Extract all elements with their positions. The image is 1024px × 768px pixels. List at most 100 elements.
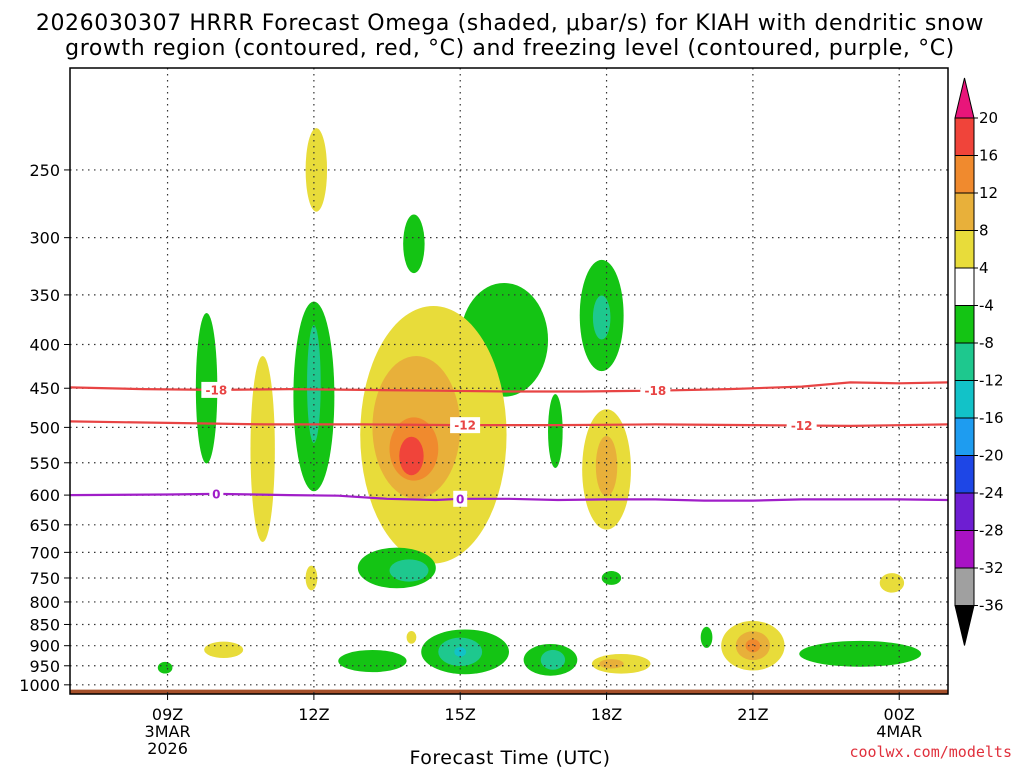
colorbar-label-1: 16 [979,147,998,165]
colorbar: 20 16 12 8 4 -4 -8 -12 -16 -20 -24 -28 -32 -36 [954,77,1004,646]
colorbar-label-0: 20 [979,109,998,127]
omega-region-30 [540,649,566,670]
y-tick-label-500: 500 [29,418,60,437]
y-axis-ticks: 250 300 350 400 450 500 550 600 650 700 750 800 850 9… [19,161,70,695]
omega-region-1 [403,214,425,274]
colorbar-swatch-13 [954,567,975,606]
omega-region-35 [204,641,244,658]
contour-label-bg-1-0 [450,417,481,434]
omega-region-9 [250,356,275,543]
grid-lines [70,68,948,694]
x-tick-label-9: 09Z [152,705,183,724]
y-tick-label-250: 250 [29,161,60,180]
x-tick-label-24: 00Z [884,705,915,724]
y-tick-label-600: 600 [29,486,60,505]
site-credit: coolwx.com/modelts [849,743,1012,761]
ground-layer [70,689,948,694]
contour-label-2-0: 0 [212,487,220,501]
y-tick-label-450: 450 [29,379,60,398]
chart-title-line-2: growth region (contoured, red, °C) and f… [65,36,955,61]
x-tick-date-24: 4MAR [876,722,922,741]
omega-region-28 [454,646,467,657]
colorbar-swatch-4 [954,230,975,269]
y-tick-label-800: 800 [29,593,60,612]
omega-region-17 [389,559,429,582]
omega-region-21 [700,626,713,648]
x-tick-label-21: 21Z [737,705,768,724]
omega-region-36 [157,661,173,674]
contour-label-0-1: -18 [644,384,666,398]
contour-lines-layer: -18 -18 -12 -12 0 0 [70,381,948,507]
contour-label-1-0: -12 [454,419,476,433]
plot-frame [69,67,949,695]
omega-region-5 [548,394,563,468]
y-tick-label-850: 850 [29,615,60,634]
omega-region-13 [399,436,424,476]
colorbar-label-3: 8 [979,222,989,240]
contour-label-bg-0-1 [640,382,671,399]
x-tick-date-9: 3MAR [145,722,191,741]
colorbar-label-6: -8 [979,334,994,352]
colorbar-swatch-1 [954,117,975,156]
ground-strip [70,689,948,694]
colorbar-label-9: -20 [979,447,1004,465]
colorbar-label-11: -28 [979,522,1004,540]
omega-region-34 [406,631,417,644]
omega-region-7 [307,325,321,444]
omega-region-24 [745,639,761,653]
colorbar-top-arrow [954,77,975,119]
x-axis-label: Forecast Time (UTC) [410,747,611,768]
y-tick-label-950: 950 [29,657,60,676]
colorbar-label-8: -16 [979,409,1004,427]
contour-label-bg-1-1 [786,417,817,434]
contour-line-2 [70,492,948,502]
omega-region-4 [592,295,611,340]
colorbar-label-10: -24 [979,484,1004,502]
chart-title-line-1: 2026030307 HRRR Forecast Omega (shaded, … [36,11,984,36]
colorbar-swatch-3 [954,192,975,231]
contour-label-bg-0-0 [201,381,232,398]
colorbar-swatch-11 [954,492,975,531]
colorbar-swatch-5 [954,267,975,306]
omega-region-15 [595,435,618,497]
x-tick-label-12: 12Z [298,705,329,724]
colorbar-label-12: -32 [979,559,1004,577]
y-tick-label-550: 550 [29,454,60,473]
omega-region-31 [338,649,407,673]
colorbar-swatch-7 [954,342,975,381]
colorbar-swatch-9 [954,417,975,456]
omega-region-20 [879,573,905,593]
colorbar-swatch-12 [954,530,975,569]
x-tick-label-15: 15Z [445,705,476,724]
y-tick-label-900: 900 [29,637,60,656]
colorbar-bottom-arrow [954,605,975,646]
x-tick-year-9: 2026 [147,739,188,758]
colorbar-label-4: 4 [979,259,989,277]
y-tick-label-300: 300 [29,229,60,248]
y-tick-label-350: 350 [29,286,60,305]
y-tick-label-400: 400 [29,336,60,355]
colorbar-label-2: 12 [979,184,998,202]
colorbar-swatch-6 [954,305,975,344]
colorbar-label-13: -36 [979,597,1004,615]
omega-region-33 [599,659,624,669]
contour-label-1-1: -12 [791,419,813,433]
colorbar-swatch-8 [954,380,975,419]
contour-label-2-1: 0 [456,492,464,506]
colorbar-swatch-10 [954,455,975,494]
y-tick-label-1000: 1000 [19,676,60,695]
contour-label-bg-2-0 [209,485,224,502]
y-tick-label-650: 650 [29,516,60,535]
y-tick-label-750: 750 [29,569,60,588]
colorbar-swatch-2 [954,155,975,194]
colorbar-label-5: -4 [979,297,994,315]
colorbar-label-7: -12 [979,372,1004,390]
contour-label-0-0: -18 [205,383,227,397]
omega-shading-layer [157,128,922,676]
omega-region-25 [799,640,922,667]
x-tick-label-18: 18Z [591,705,622,724]
y-tick-label-700: 700 [29,543,60,562]
contour-label-bg-2-1 [453,490,468,507]
